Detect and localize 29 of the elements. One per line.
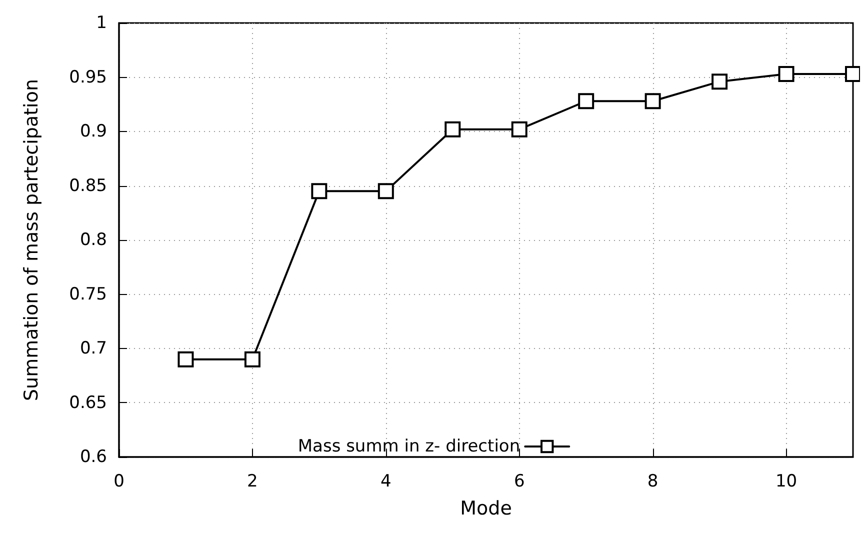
- y-tick-label: 0.85: [69, 176, 107, 196]
- point: [778, 66, 794, 82]
- y-tick-label: 1: [96, 13, 107, 33]
- point: [511, 121, 528, 138]
- y-tick-label: 0.6: [80, 447, 107, 467]
- y-tick-label: 0.65: [69, 392, 107, 413]
- x-tick-label: 8: [647, 472, 658, 492]
- point: [244, 351, 260, 368]
- x-tick-label: 2: [247, 472, 258, 492]
- y-tick-label: 0.75: [69, 284, 107, 304]
- point: [378, 183, 394, 200]
- y-tick-label: 0.7: [80, 338, 107, 358]
- y-axis-title: Summation of mass partecipation: [20, 78, 42, 402]
- point: [578, 93, 594, 110]
- point: [311, 183, 328, 200]
- y-tick-label: 0.95: [69, 67, 107, 88]
- point: [178, 351, 194, 368]
- x-tick-label: 4: [380, 472, 392, 492]
- point: [644, 93, 661, 110]
- point: [712, 74, 728, 90]
- x-tick-label: 10: [775, 472, 798, 492]
- legend-label: Mass summ in z- direction: [298, 436, 520, 456]
- x-axis-title: Mode: [460, 498, 512, 520]
- x-tick-label: 0: [114, 472, 124, 492]
- x-tick-label: 6: [514, 472, 525, 492]
- point: [845, 66, 860, 82]
- point: [444, 121, 461, 138]
- y-tick-label: 0.9: [80, 122, 107, 142]
- y-tick-label: 0.8: [80, 230, 107, 250]
